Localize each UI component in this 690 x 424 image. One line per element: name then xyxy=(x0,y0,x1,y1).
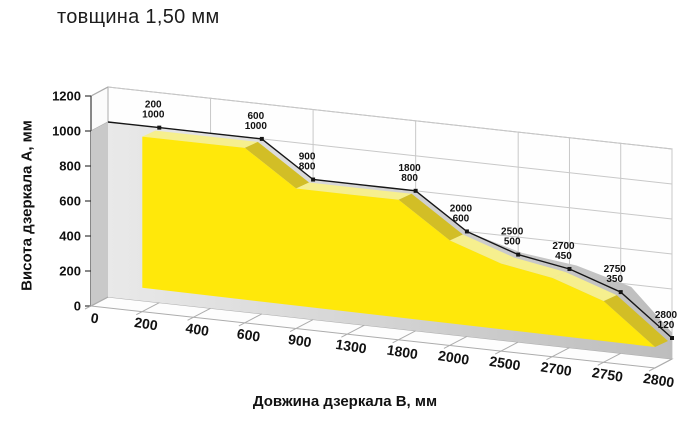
svg-text:2700: 2700 xyxy=(540,358,573,379)
chart-title: товщина 1,50 мм xyxy=(57,6,220,28)
svg-text:0: 0 xyxy=(90,310,100,327)
x-axis-title: Довжина дзеркала В, мм xyxy=(252,393,438,410)
svg-text:400: 400 xyxy=(59,229,81,244)
svg-text:900: 900 xyxy=(287,331,313,350)
svg-text:600: 600 xyxy=(236,325,262,344)
svg-text:200: 200 xyxy=(133,314,159,333)
svg-text:2500: 2500 xyxy=(488,353,521,374)
svg-text:1000: 1000 xyxy=(52,124,81,139)
svg-text:2000: 2000 xyxy=(437,347,470,368)
svg-text:1300: 1300 xyxy=(335,336,368,357)
y-axis-title: Висота дзеркала А, мм xyxy=(18,120,36,291)
svg-text:800: 800 xyxy=(59,159,81,174)
svg-text:2750: 2750 xyxy=(591,364,624,385)
svg-text:0: 0 xyxy=(74,299,81,314)
svg-text:200: 200 xyxy=(59,264,81,279)
svg-text:400: 400 xyxy=(185,320,211,339)
svg-text:2800: 2800 xyxy=(642,370,675,391)
svg-text:600: 600 xyxy=(59,194,81,209)
svg-text:1200: 1200 xyxy=(52,89,81,104)
svg-text:1800: 1800 xyxy=(386,342,419,363)
